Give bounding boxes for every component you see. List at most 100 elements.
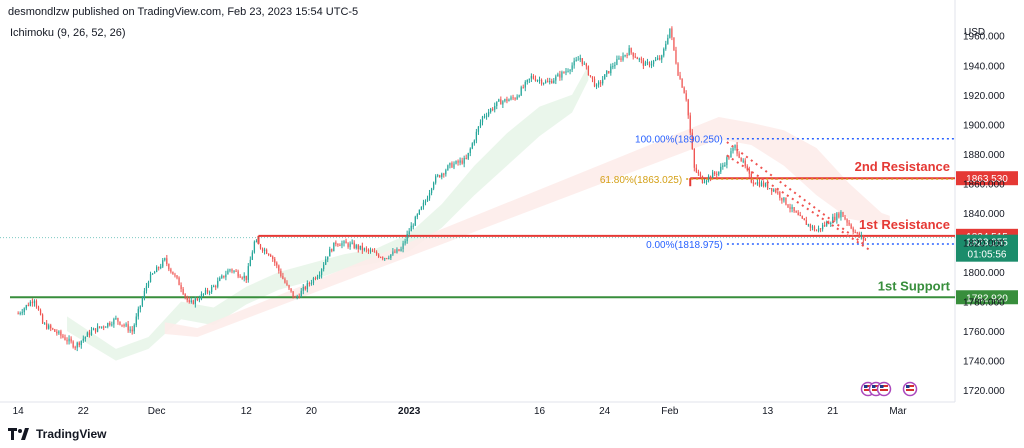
candle-body [123,324,125,326]
candle-body [522,87,524,89]
candle-body [661,55,663,60]
candle-body [479,122,482,127]
candle-body [577,59,579,61]
candle-body [294,296,296,298]
candle-body [147,282,150,287]
time-tick-label: 16 [534,406,546,417]
candle-body [714,172,716,174]
candle-body [769,188,771,190]
candle-body [225,274,227,278]
candle-body [174,274,176,276]
candle-body [259,244,262,249]
candle-body [750,173,752,183]
candle-body [528,78,530,80]
candle-body [862,235,864,240]
candle-body [414,216,416,226]
candle-body [210,286,213,292]
candle-body [854,231,856,233]
candle-body [64,337,66,341]
candle-body [119,321,121,325]
candle-body [553,80,555,84]
candle-body [571,65,573,70]
candle-body [139,305,141,309]
candle-body [724,165,726,167]
candle-body [249,259,251,267]
candle-body [235,270,237,272]
candle-body [760,182,763,187]
candle-body [536,80,539,82]
candle-body [542,82,545,84]
candle-body [557,74,559,77]
candle-body [94,328,97,332]
candle-body [29,301,31,306]
time-tick-label: 2023 [398,406,421,417]
candle-body [274,258,276,263]
candle-body [602,79,604,84]
candle-body [500,99,502,105]
candle-body [156,267,158,273]
candle-body [282,276,284,279]
candle-body [665,43,667,49]
candle-body [793,207,795,212]
indicator-legend[interactable]: Ichimoku (9, 26, 52, 26) [10,27,126,39]
price-tick-label: 1960.000 [963,32,1005,43]
price-tick-label: 1880.000 [963,150,1005,161]
candle-body [728,157,730,159]
candle-body [561,72,563,78]
candle-body [471,143,473,149]
candle-body [371,250,374,252]
us-flag-event-icon[interactable] [902,381,918,397]
candle-body [469,148,471,153]
candle-body [683,87,685,94]
candle-body [168,264,170,270]
candle-body [838,213,840,218]
candle-body [229,269,231,271]
candle-body [461,160,463,164]
candle-body [410,225,412,232]
candle-body [325,259,327,265]
candle-body [677,63,679,76]
candle-body [532,76,535,79]
candle-body [606,70,608,75]
candle-body [270,254,272,257]
candle-body [131,329,133,332]
candle-body [308,282,311,284]
candle-body [817,228,820,231]
candle-body [76,342,78,348]
candle-body [435,176,437,183]
candle-body [103,326,105,328]
candle-body [318,274,321,277]
candle-body [691,132,693,149]
time-tick-label: Feb [661,406,679,417]
candle-body [432,182,435,189]
candle-body [363,248,366,251]
candle-body [508,99,510,102]
candle-body [597,82,600,85]
candle-body [284,278,286,283]
candle-body [420,206,423,210]
time-tick-label: 24 [599,406,611,417]
candle-body [428,192,431,199]
candle-body [60,331,62,336]
candle-body [695,167,697,172]
candle-body [272,256,274,259]
candle-body [80,340,82,346]
candle-body [143,290,146,299]
candle-body [196,298,199,300]
fib-level-label: 100.00%(1890.250) [635,135,723,146]
candle-body [172,271,174,275]
candle-body [41,314,44,324]
candle-body [418,209,420,215]
tradingview-brand[interactable]: TradingView [8,427,106,441]
candle-body [514,98,516,100]
time-tick-label: 20 [306,406,318,417]
us-flag-event-icon[interactable] [876,381,892,397]
candle-body [534,78,537,81]
candle-body [530,76,533,79]
trendline[interactable] [726,154,871,251]
candle-body [663,48,665,56]
trendline[interactable] [726,141,866,247]
candle-body [805,220,807,225]
candle-body [92,328,95,331]
